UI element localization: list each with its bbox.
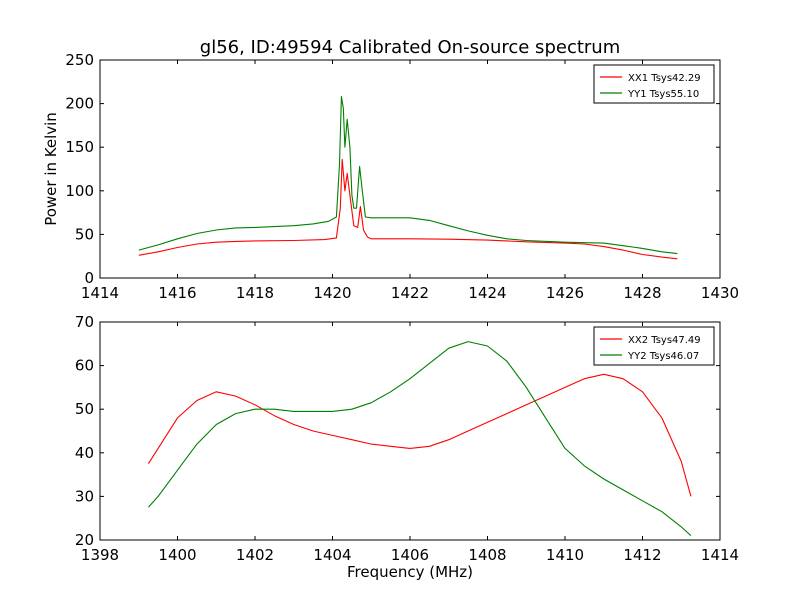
bottom-x-tick-label: 1404 <box>313 546 351 564</box>
bottom-x-tick-label: 1402 <box>236 546 274 564</box>
bottom-y-tick-label: 70 <box>75 313 94 331</box>
top-x-tick-label: 1430 <box>701 284 739 302</box>
bottom-legend-box <box>593 326 715 366</box>
bottom-x-tick-label: 1414 <box>701 546 739 564</box>
bottom-y-tick-label: 60 <box>75 357 94 375</box>
top-series-line-1 <box>138 158 678 260</box>
top-x-tick-label: 1422 <box>391 284 429 302</box>
top-x-tick-label: 1428 <box>623 284 661 302</box>
top-x-tick-label: 1416 <box>158 284 196 302</box>
bottom-x-tick-label: 1410 <box>546 546 584 564</box>
top-legend: XX1 Tsys42.29 YY1 Tsys55.10 <box>593 64 715 104</box>
top-x-tick-label: 1420 <box>313 284 351 302</box>
top-y-tick-label: 50 <box>75 225 94 243</box>
bottom-legend-label-1: XX2 Tsys47.49 <box>628 335 701 346</box>
top-x-tick-label: 1426 <box>546 284 584 302</box>
bottom-y-tick-label: 30 <box>75 487 94 505</box>
top-y-tick-label: 200 <box>65 95 94 113</box>
top-x-tick-label: 1418 <box>236 284 274 302</box>
bottom-legend-label-2: YY2 Tsys46.07 <box>627 351 699 362</box>
top-spectrum-panel: 1414 1416 1418 1420 1422 1424 1426 1428 1430 0 50 1… <box>65 51 739 302</box>
top-legend-box <box>593 64 715 104</box>
bottom-x-tick-label: 1400 <box>158 546 196 564</box>
top-y-tick-label: 250 <box>65 51 94 69</box>
bottom-legend: XX2 Tsys47.49 YY2 Tsys46.07 <box>593 326 715 366</box>
bottom-x-tick-label: 1406 <box>391 546 429 564</box>
bottom-series-line-1 <box>147 373 692 497</box>
bottom-spectrum-panel: 1398 1400 1402 1404 1406 1408 1410 1412 1414 20 30… <box>75 313 739 564</box>
top-y-tick-label: 100 <box>65 182 94 200</box>
bottom-y-tick-label: 20 <box>75 531 94 549</box>
top-x-tick-label: 1424 <box>468 284 506 302</box>
y-axis-label: Power in Kelvin <box>42 112 60 226</box>
bottom-series-line-2 <box>147 341 692 537</box>
bottom-x-tick-label: 1398 <box>81 546 119 564</box>
chart-title: gl56, ID:49594 Calibrated On-source spec… <box>200 37 620 58</box>
top-legend-label-1: XX1 Tsys42.29 <box>628 73 701 84</box>
top-series-line-2 <box>138 96 678 255</box>
bottom-y-tick-label: 50 <box>75 400 94 418</box>
bottom-y-tick-label: 40 <box>75 444 94 462</box>
x-axis-label: Frequency (MHz) <box>347 563 473 581</box>
top-x-tick-label: 1414 <box>81 284 119 302</box>
bottom-x-tick-label: 1412 <box>623 546 661 564</box>
top-y-tick-label: 0 <box>84 269 94 287</box>
bottom-x-tick-label: 1408 <box>468 546 506 564</box>
top-y-tick-label: 150 <box>65 138 94 156</box>
top-legend-label-2: YY1 Tsys55.10 <box>627 89 699 100</box>
